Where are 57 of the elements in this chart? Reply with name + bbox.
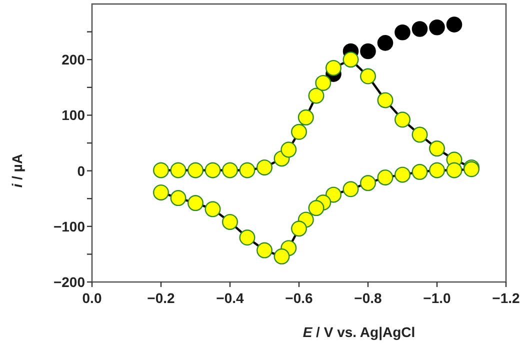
point [394, 112, 410, 128]
y-tick-label: −100 [53, 218, 86, 234]
point [274, 248, 290, 264]
point [412, 21, 428, 37]
point [377, 92, 394, 108]
point [446, 16, 462, 32]
y-tick-label: 100 [62, 107, 86, 124]
point [239, 162, 256, 178]
point [342, 52, 359, 68]
point [377, 169, 394, 186]
point [412, 164, 428, 180]
x-axis-title: E / V vs. Ag|AgCl [302, 324, 416, 341]
point [360, 43, 376, 60]
point [429, 162, 445, 178]
point [222, 162, 238, 178]
point [326, 60, 342, 76]
point [360, 68, 376, 84]
point [188, 195, 204, 212]
point [280, 142, 297, 158]
point [308, 200, 324, 216]
point [308, 88, 324, 104]
point [412, 126, 428, 143]
point [377, 35, 394, 51]
point [204, 201, 221, 218]
point [170, 190, 186, 206]
point [429, 19, 445, 36]
y-axis-title: i / µA [9, 154, 25, 188]
x-tick-label: −0.2 [147, 290, 176, 306]
x-tick-label: −0.6 [285, 290, 314, 306]
point [153, 184, 169, 200]
point [394, 166, 410, 183]
point [360, 175, 376, 192]
point [256, 159, 272, 176]
x-tick-label: −0.8 [354, 290, 382, 306]
x-tick-label: −0.4 [216, 290, 244, 306]
point [204, 162, 221, 178]
point [170, 162, 186, 178]
x-tick-label: −1.0 [423, 290, 452, 306]
point [291, 124, 307, 140]
point [298, 109, 314, 126]
point [429, 140, 445, 157]
y-tick-label: 0 [77, 162, 86, 179]
point [446, 162, 462, 178]
point [256, 242, 272, 258]
y-tick-label: 200 [62, 52, 86, 68]
y-tick-label: −200 [53, 274, 86, 290]
point [153, 162, 169, 178]
point [291, 220, 307, 237]
x-tick-label: 0.0 [82, 290, 102, 306]
point [315, 74, 332, 91]
point [342, 181, 359, 198]
point [326, 186, 342, 203]
point [188, 162, 204, 178]
point [239, 230, 256, 246]
point [222, 214, 238, 230]
point [394, 24, 410, 40]
x-tick-label: −1.2 [492, 290, 520, 306]
